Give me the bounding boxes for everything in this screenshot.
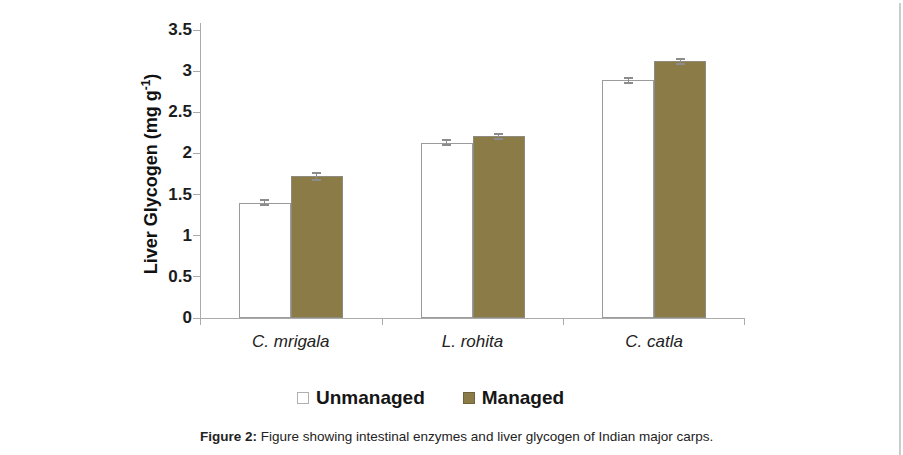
error-bar-top-cap [494,133,503,135]
error-bar-top-cap [312,172,321,174]
legend-item-managed: Managed [463,387,564,409]
y-tick-label: 2.5 [148,103,192,121]
error-bar-top-cap [624,77,633,79]
y-tick-mark [193,194,200,195]
y-tick-mark [193,30,200,31]
y-tick-label: 2 [148,144,192,162]
error-bar-top-cap [260,199,269,201]
x-category-label: L. rohita [382,332,564,352]
error-bar-top-cap [676,58,685,60]
unmanaged-bar [239,203,291,318]
y-tick-label: 0.5 [148,268,192,286]
y-tick-mark [193,318,200,319]
plot-area: 00.511.522.533.5C. mrigalaL. rohitaC. ca… [200,30,745,318]
legend-label-managed: Managed [482,387,564,409]
y-tick-mark [193,235,200,236]
y-tick-mark [193,112,200,113]
chart-legend: Unmanaged Managed [297,387,564,409]
error-bar-bottom-cap [494,138,503,140]
x-tick-mark [382,319,383,325]
y-axis-title-superscript: -1 [139,80,153,91]
y-axis-line [200,23,201,319]
page-right-border [899,3,901,455]
y-tick-label: 0 [148,309,192,327]
unmanaged-bar [421,143,473,318]
x-tick-mark [563,319,564,325]
figure-caption-label: Figure 2: [200,429,257,444]
y-tick-label: 1.5 [148,186,192,204]
unmanaged-swatch-icon [297,392,309,404]
x-axis-line [197,318,745,319]
error-bar-bottom-cap [312,179,321,181]
x-category-label: C. mrigala [200,332,382,352]
y-tick-label: 3 [148,62,192,80]
y-tick-mark [193,153,200,154]
managed-bar [473,136,525,318]
figure-caption-text: Figure showing intestinal enzymes and li… [257,429,713,444]
x-tick-mark [744,319,745,325]
error-bar-bottom-cap [260,204,269,206]
y-tick-mark [193,276,200,277]
error-bar-bottom-cap [442,144,451,146]
error-bar-top-cap [442,139,451,141]
managed-swatch-icon [463,392,475,404]
y-tick-label: 3.5 [148,21,192,39]
managed-bar [654,61,706,318]
managed-bar [291,176,343,318]
figure-caption: Figure 2: Figure showing intestinal enzy… [200,429,713,444]
x-tick-mark [200,319,201,325]
y-tick-mark [193,71,200,72]
error-bar-bottom-cap [624,82,633,84]
legend-label-unmanaged: Unmanaged [316,387,425,409]
y-tick-label: 1 [148,227,192,245]
x-category-label: C. catla [563,332,745,352]
unmanaged-bar [602,80,654,318]
error-bar-bottom-cap [676,63,685,65]
legend-item-unmanaged: Unmanaged [297,387,425,409]
figure-page: Liver Glycogen (mg g-1) 00.511.522.533.5… [0,0,903,455]
